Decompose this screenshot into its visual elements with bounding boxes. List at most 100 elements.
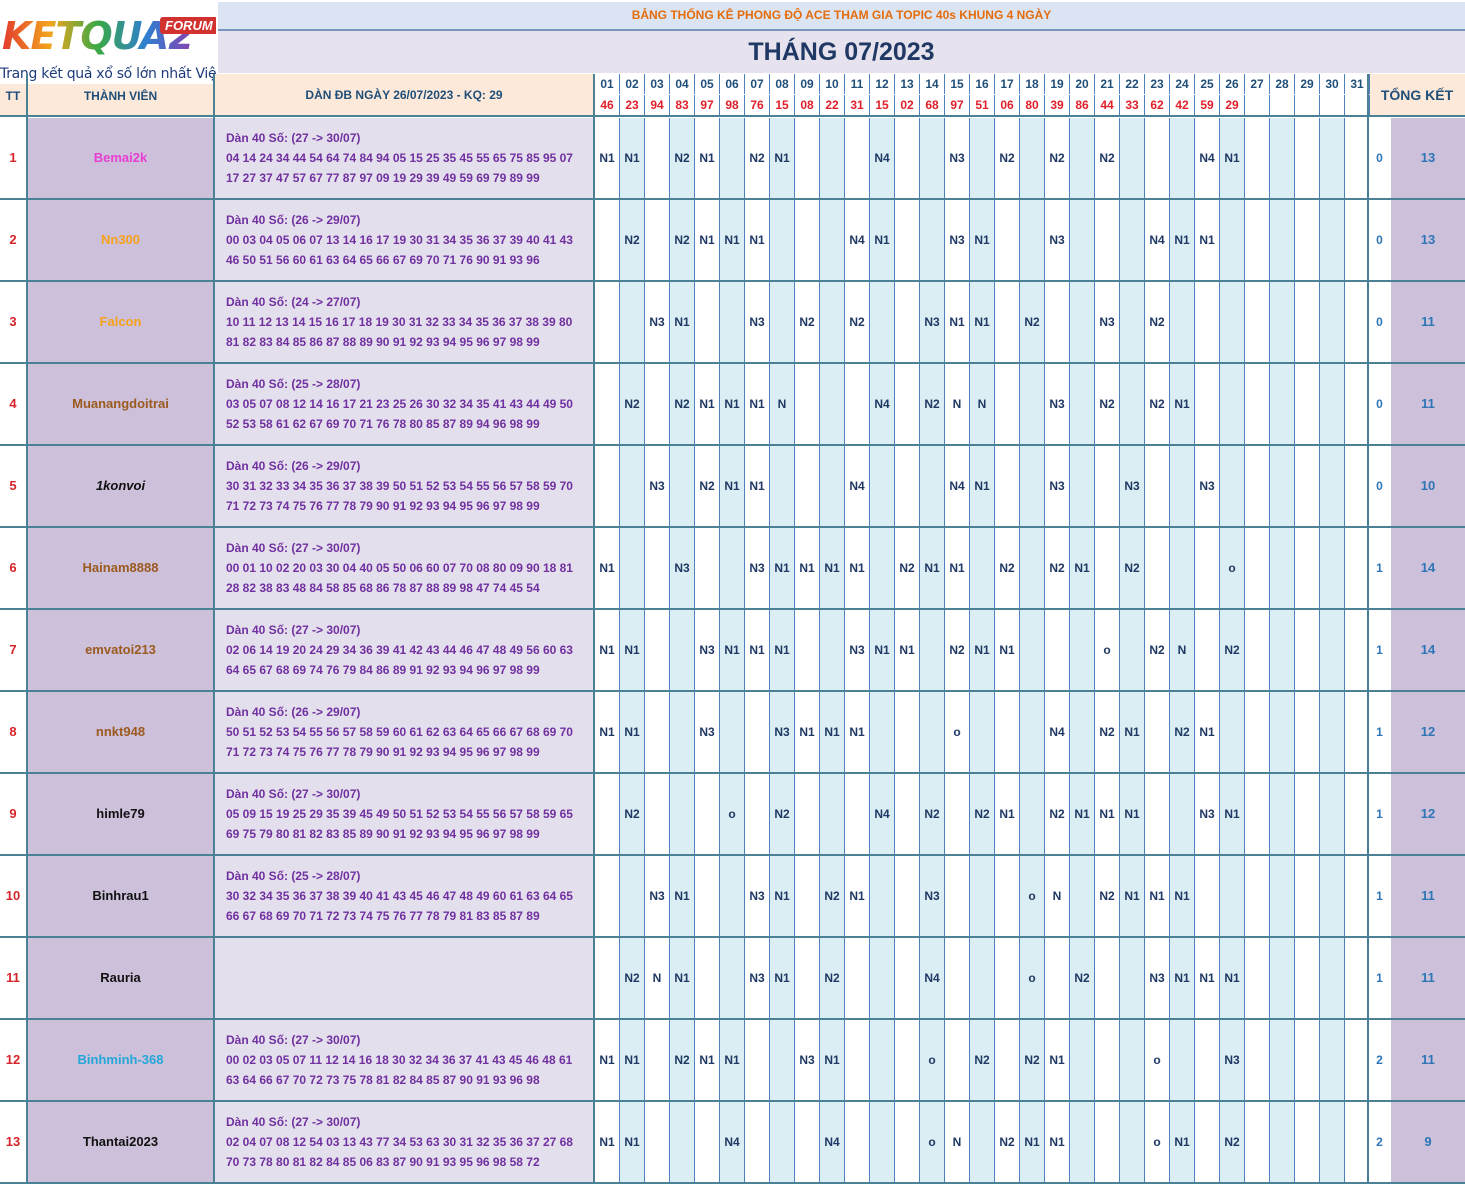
- day-result-cell: N2: [670, 1020, 695, 1100]
- row-divider: [0, 198, 1465, 200]
- day-header-29: 29: [1295, 74, 1320, 94]
- number-set-line: 71 72 73 74 75 76 77 78 79 90 91 92 93 9…: [226, 745, 540, 759]
- member-name[interactable]: Binhrau1: [28, 856, 213, 936]
- day-header-27: 27: [1245, 74, 1270, 94]
- number-set-header: Dàn 40 Số: (25 -> 28/07): [226, 869, 361, 883]
- member-name[interactable]: Binhminh-368: [28, 1020, 213, 1100]
- day-result-cell: N1: [1195, 938, 1220, 1018]
- header-divider: [0, 115, 1465, 117]
- member-name[interactable]: Thantai2023: [28, 1102, 213, 1182]
- day-result-cell: [645, 118, 670, 198]
- row-divider: [0, 1100, 1465, 1102]
- day-result-cell: N3: [1120, 446, 1145, 526]
- day-result-cell: N1: [1195, 692, 1220, 772]
- day-result-cell: N2: [1045, 774, 1070, 854]
- member-name[interactable]: nnkt948: [28, 692, 213, 772]
- day-result-cell: N2: [770, 774, 795, 854]
- day-result-cell: [920, 610, 945, 690]
- day-result-cell: N2: [995, 118, 1020, 198]
- day-result-cell: N1: [720, 364, 745, 444]
- day-result-cell: N2: [945, 610, 970, 690]
- row-number: 9: [0, 774, 26, 854]
- day-result-cell: [820, 364, 845, 444]
- site-logo[interactable]: KETQUA2 FORUM Trang kết quả xổ số lớn nh…: [0, 0, 216, 84]
- day-header-15: 15: [945, 74, 970, 94]
- member-name[interactable]: Hainam8888: [28, 528, 213, 608]
- day-result-cell: [695, 1102, 720, 1182]
- day-result-cell: N2: [670, 200, 695, 280]
- day-result-cell: [1320, 118, 1345, 198]
- day-result-cell: o: [1145, 1102, 1170, 1182]
- day-result-cell: N1: [695, 364, 720, 444]
- day-result-cell: [1320, 1102, 1345, 1182]
- day-result-cell: N1: [1020, 1102, 1045, 1182]
- day-result-cell: [1120, 200, 1145, 280]
- day-result-cell: [620, 282, 645, 362]
- day-result-cell: N1: [720, 1020, 745, 1100]
- day-result-cell: [1320, 692, 1345, 772]
- day-result-cell: [595, 938, 620, 1018]
- member-name[interactable]: emvatoi213: [28, 610, 213, 690]
- member-name[interactable]: Nn300: [28, 200, 213, 280]
- member-name[interactable]: Bemai2k: [28, 118, 213, 198]
- day-result-cell: N1: [1170, 938, 1195, 1018]
- day-result-cell: [1295, 364, 1320, 444]
- day-result-cell: N: [1045, 856, 1070, 936]
- day-result-cell: N3: [745, 856, 770, 936]
- number-set-line: 66 67 68 69 70 71 72 73 74 75 76 77 78 7…: [226, 909, 540, 923]
- day-result-cell: [1120, 610, 1145, 690]
- day-result-cell: N1: [945, 528, 970, 608]
- row-divider: [0, 444, 1465, 446]
- day-result-cell: N1: [1195, 200, 1220, 280]
- day-result-cell: [1120, 364, 1145, 444]
- number-set-line: 04 14 24 34 44 54 64 74 84 94 05 15 25 3…: [226, 151, 573, 165]
- day-result-cell: N1: [620, 610, 645, 690]
- member-name[interactable]: Muanangdoitrai: [28, 364, 213, 444]
- day-result-cell: [1245, 446, 1270, 526]
- day-result-cell: N1: [920, 528, 945, 608]
- day-result-cell: [945, 774, 970, 854]
- day-result-cell: [1070, 446, 1095, 526]
- member-name[interactable]: Falcon: [28, 282, 213, 362]
- day-result-cell: [845, 938, 870, 1018]
- day-result-cell: [770, 446, 795, 526]
- day-result-cell: N1: [970, 446, 995, 526]
- number-set-line: 17 27 37 47 57 67 77 87 97 09 19 29 39 4…: [226, 171, 540, 185]
- member-name[interactable]: himle79: [28, 774, 213, 854]
- day-result-cell: N2: [1170, 692, 1195, 772]
- number-set: Dàn 40 Số: (27 -> 30/07) 02 04 07 08 12 5…: [215, 1102, 593, 1182]
- day-result-cell: [645, 200, 670, 280]
- day-header-17: 17: [995, 74, 1020, 94]
- day-result-cell: [845, 1020, 870, 1100]
- header-member: THÀNH VIÊN: [28, 84, 213, 116]
- day-result-cell: [1345, 774, 1370, 854]
- number-set-line: 03 05 07 08 12 14 16 17 21 23 25 26 30 3…: [226, 397, 573, 411]
- result-cell-21: 44: [1095, 95, 1120, 115]
- day-result-cell: [945, 1020, 970, 1100]
- summary-count-b: 11: [1391, 1020, 1465, 1100]
- number-set-line: 00 02 03 05 07 11 12 14 16 18 30 32 34 3…: [226, 1053, 573, 1067]
- day-result-cell: [1220, 856, 1245, 936]
- day-result-cell: [970, 938, 995, 1018]
- summary-count-b: 14: [1391, 610, 1465, 690]
- day-result-cell: N2: [1045, 528, 1070, 608]
- day-result-cell: [745, 692, 770, 772]
- number-set-line: 30 31 32 33 34 35 36 37 38 39 50 51 52 5…: [226, 479, 573, 493]
- day-result-cell: [1070, 692, 1095, 772]
- member-name[interactable]: 1konvoi: [28, 446, 213, 526]
- day-result-cell: N1: [745, 610, 770, 690]
- row-number: 6: [0, 528, 26, 608]
- row-number: 11: [0, 938, 26, 1018]
- day-result-cell: [945, 938, 970, 1018]
- table-title: BẢNG THỐNG KÊ PHONG ĐỘ ACE THAM GIA TOPI…: [218, 2, 1465, 31]
- day-result-cell: N2: [970, 774, 995, 854]
- day-result-cell: N1: [745, 200, 770, 280]
- day-result-cell: N1: [595, 692, 620, 772]
- day-result-cell: [895, 1020, 920, 1100]
- day-result-cell: [620, 528, 645, 608]
- day-result-cell: [1295, 692, 1320, 772]
- day-result-cell: [1295, 528, 1320, 608]
- day-header-02: 02: [620, 74, 645, 94]
- row-divider: [0, 608, 1465, 610]
- member-name[interactable]: Rauria: [28, 938, 213, 1018]
